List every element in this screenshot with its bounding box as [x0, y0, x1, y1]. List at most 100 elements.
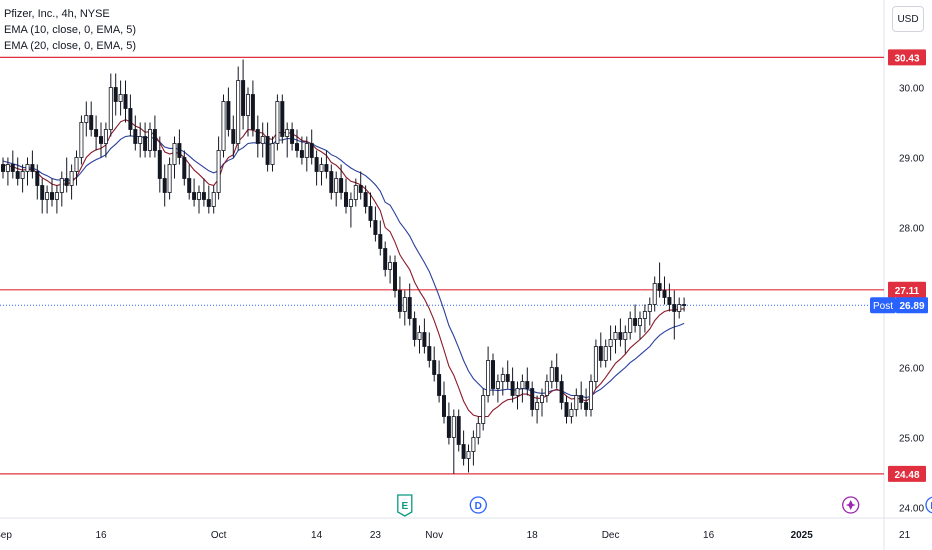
candle-body	[314, 157, 319, 172]
candle-body	[672, 304, 677, 312]
candle-body	[520, 381, 525, 389]
candle-body	[441, 395, 446, 417]
y-tick-label: 30.00	[899, 84, 924, 95]
candle-body	[35, 171, 40, 186]
candle-body	[128, 108, 133, 130]
x-tick-label: 18	[527, 530, 539, 541]
candle-body	[652, 283, 657, 305]
candle-body	[45, 192, 50, 200]
currency-button[interactable]: USD	[892, 6, 924, 32]
candle-body	[549, 367, 554, 382]
candle-body	[510, 381, 515, 396]
candle-body	[368, 206, 373, 221]
candle-body	[20, 171, 25, 179]
candle-body	[201, 192, 206, 200]
candle-body	[50, 192, 55, 200]
candle-body	[285, 129, 290, 137]
candle-body	[334, 178, 339, 193]
dividend-marker-label: D	[475, 501, 482, 512]
candle-body	[94, 129, 99, 137]
candle-body	[211, 192, 216, 207]
candle-body	[59, 178, 64, 193]
candle-body	[118, 94, 123, 102]
candle-body	[348, 199, 353, 207]
candle-body	[99, 136, 104, 144]
candle-body	[540, 395, 545, 403]
dividend-marker[interactable]	[469, 496, 487, 514]
candle-body	[417, 332, 422, 340]
candle-body	[618, 332, 623, 340]
candle-body	[353, 185, 358, 200]
candle-body	[490, 360, 495, 389]
candle-body	[559, 381, 564, 403]
chart-legend: Pfizer, Inc., 4h, NYSE EMA (10, close, 0…	[4, 6, 136, 54]
candle-body	[481, 395, 486, 424]
candle-body	[579, 395, 584, 403]
candle-body	[608, 339, 613, 347]
candle-body	[113, 87, 118, 102]
earnings-marker-label: E	[401, 501, 408, 512]
candle-body	[329, 171, 334, 193]
candle-body	[495, 381, 500, 389]
candle-body	[647, 304, 652, 312]
candle-body	[505, 374, 510, 382]
candle-body	[657, 283, 662, 291]
candle-body	[103, 129, 108, 144]
candle-body	[623, 332, 628, 340]
candle-body	[25, 164, 30, 172]
candle-body	[471, 437, 476, 452]
candle-body	[593, 346, 598, 382]
candle-body	[241, 80, 246, 116]
candle-body	[290, 129, 295, 144]
candle-body	[544, 381, 549, 396]
candle-body	[270, 143, 275, 165]
x-tick-label: Nov	[425, 530, 443, 541]
candle-body	[157, 150, 162, 179]
candle-body	[69, 171, 74, 186]
candle-body	[236, 80, 241, 144]
dividend-marker-label: D	[930, 501, 932, 512]
x-tick-label: 21	[899, 530, 911, 541]
candle-body	[466, 451, 471, 459]
candle-body	[525, 381, 530, 389]
candle-body	[427, 346, 432, 361]
candle-body	[613, 332, 618, 340]
candle-body	[79, 122, 84, 158]
candle-body	[569, 409, 574, 417]
candle-body	[15, 171, 20, 179]
candle-body	[402, 297, 407, 312]
y-tick-label: 25.00	[899, 434, 924, 445]
symbol-title: Pfizer, Inc., 4h, NYSE	[4, 8, 110, 20]
candle-body	[437, 374, 442, 396]
candle-body	[133, 129, 138, 144]
candle-body	[343, 192, 348, 207]
candle-body	[64, 178, 69, 186]
candle-body	[167, 164, 172, 193]
candle-body	[446, 416, 451, 438]
candle-body	[486, 360, 491, 396]
dividend-marker[interactable]	[925, 496, 932, 514]
candle-body	[138, 136, 143, 144]
candle-body	[206, 199, 211, 207]
candle-body	[682, 304, 687, 306]
candle-body	[216, 150, 221, 193]
ema-20-legend: EMA (20, close, 0, EMA, 5)	[4, 40, 137, 52]
candle-body	[574, 395, 579, 410]
post-price-label: 26.89	[899, 301, 924, 312]
candle-body	[397, 290, 402, 312]
candle-body	[451, 416, 456, 438]
ema-10-line	[2, 119, 685, 418]
candle-body	[152, 129, 157, 151]
candle-body	[363, 192, 368, 207]
candle-body	[275, 101, 280, 144]
candle-body	[255, 129, 260, 144]
earnings-marker[interactable]	[397, 494, 413, 517]
candle-body	[172, 143, 177, 165]
candle-body	[383, 248, 388, 270]
price-label: 24.48	[894, 470, 919, 481]
post-price-badge	[896, 297, 928, 314]
sparkle-icon	[845, 500, 856, 510]
candle-body	[564, 402, 569, 417]
x-tick-label: Oct	[211, 530, 227, 541]
